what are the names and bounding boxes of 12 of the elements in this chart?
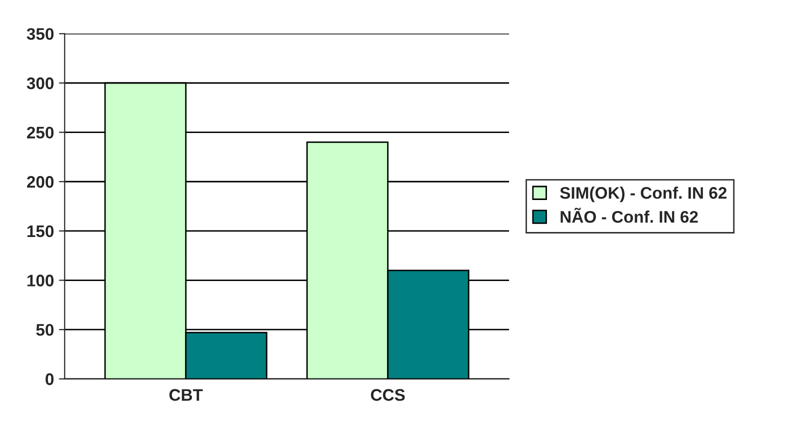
- legend-label: NÃO - Conf. IN 62: [560, 208, 698, 223]
- x-tick-label: CBT: [169, 389, 203, 401]
- x-tick-label: CCS: [370, 389, 405, 401]
- y-tick-label: 100: [27, 274, 54, 286]
- y-tick-label: 300: [26, 77, 54, 90]
- y-tick-label: 200: [26, 176, 54, 188]
- y-tick-label: 250: [26, 126, 54, 139]
- legend-label: SIM(OK) - Conf. IN 62: [560, 186, 727, 202]
- y-tick-label: 50: [36, 324, 54, 336]
- y-tick-label: 350: [26, 28, 54, 40]
- y-tick-label: 150: [27, 225, 54, 238]
- y-tick-label: 0: [46, 373, 54, 386]
